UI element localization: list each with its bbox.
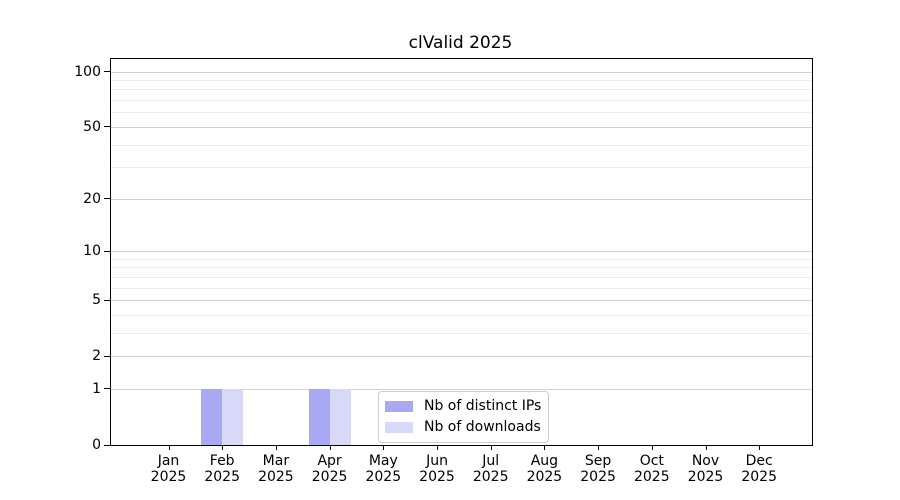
- gridline-major: [111, 356, 812, 358]
- y-tick-label: 1: [92, 380, 101, 397]
- y-tick-label: 50: [83, 118, 101, 135]
- bar-distinct-ips-feb: [201, 388, 223, 445]
- gridline-major: [111, 300, 812, 301]
- x-tick-label: Mar 2025: [258, 453, 294, 485]
- gridline-minor: [111, 276, 812, 278]
- y-tick: [104, 299, 111, 301]
- x-tick-label: Sep 2025: [580, 453, 616, 485]
- x-tick: [222, 445, 224, 450]
- x-tick-label: Aug 2025: [526, 453, 563, 485]
- y-tick: [104, 355, 111, 357]
- x-tick: [705, 445, 707, 450]
- x-tick-label: Dec 2025: [741, 453, 777, 485]
- x-tick-label: Nov 2025: [687, 453, 724, 485]
- y-tick: [104, 71, 111, 73]
- x-tick-label: Jul 2025: [472, 453, 509, 485]
- x-tick: [651, 445, 653, 450]
- x-tick-label: May 2025: [365, 453, 402, 485]
- y-tick: [104, 198, 111, 200]
- legend-swatch-downloads: [385, 422, 413, 433]
- x-tick: [168, 445, 170, 450]
- gridline-minor: [111, 167, 812, 169]
- gridline-major: [111, 71, 812, 73]
- legend: Nb of distinct IPs Nb of downloads: [378, 391, 549, 443]
- bar-distinct-ips-apr: [308, 388, 330, 445]
- plot-area: 0 1 2 5 10 20 50 100 Jan 2025 Feb 2025 Mar 2025 Apr…: [74, 58, 813, 485]
- x-tick: [490, 445, 492, 450]
- gridline-minor: [111, 80, 812, 81]
- legend-label-distinct-ips: Nb of distinct IPs: [424, 398, 542, 414]
- gridline-minor: [111, 267, 812, 269]
- gridline-minor: [111, 144, 812, 146]
- gridline-minor: [111, 332, 812, 334]
- legend-label-downloads: Nb of downloads: [424, 419, 541, 435]
- x-tick: [759, 445, 761, 450]
- gridline-minor: [111, 287, 812, 289]
- x-tick: [437, 445, 438, 450]
- legend-item-distinct-ips: Nb of distinct IPs: [385, 398, 541, 415]
- y-tick: [104, 388, 111, 390]
- y-tick: [104, 444, 111, 446]
- gridline-major: [111, 126, 812, 128]
- y-tick-label: 20: [83, 190, 101, 207]
- x-tick: [383, 445, 385, 450]
- y-tick-label: 5: [92, 292, 101, 308]
- y-tick: [104, 250, 111, 252]
- legend-swatch-distinct-ips: [385, 401, 413, 412]
- y-tick-label: 0: [92, 437, 101, 453]
- x-tick-label: Jan 2025: [150, 453, 187, 485]
- x-tick-label: Feb 2025: [204, 453, 240, 485]
- x-tick-label: Oct 2025: [633, 453, 670, 485]
- gridline-minor: [111, 112, 812, 114]
- chart-title: clValid 2025: [408, 33, 513, 53]
- gridline-minor: [111, 314, 812, 316]
- x-tick: [275, 445, 277, 450]
- x-tick: [544, 445, 546, 450]
- gridline-major: [111, 251, 812, 252]
- x-tick-label: Jun 2025: [419, 453, 455, 485]
- y-tick-label: 100: [74, 63, 101, 80]
- x-tick-label: Apr 2025: [311, 453, 348, 485]
- gridline-minor: [111, 89, 812, 91]
- x-tick: [598, 445, 600, 450]
- bar-downloads-apr: [329, 388, 351, 445]
- y-tick-label: 2: [92, 348, 101, 365]
- gridline-minor: [111, 100, 812, 102]
- bar-downloads-feb: [222, 388, 244, 445]
- gridline-major: [111, 388, 812, 390]
- x-tick: [329, 445, 331, 450]
- gridline-major: [111, 198, 812, 200]
- y-tick-label: 10: [83, 243, 101, 259]
- legend-item-downloads: Nb of downloads: [385, 419, 541, 436]
- y-tick: [104, 126, 111, 128]
- gridline-minor: [111, 258, 812, 260]
